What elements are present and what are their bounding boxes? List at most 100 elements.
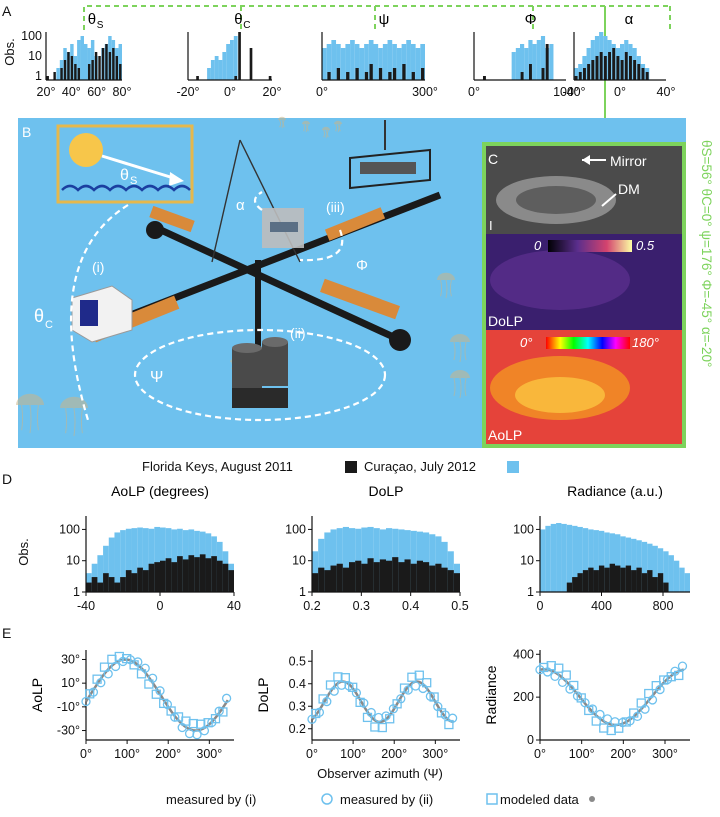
panel-d-chart-1: AoLP (degrees) 100 10 1-40 0 40	[59, 483, 241, 613]
panel-d-bar-florida	[379, 559, 386, 592]
panel-d-bar-curacao	[545, 525, 551, 592]
panel-d-xtick: 0.3	[353, 599, 370, 613]
panel-d-bar-curacao	[577, 526, 583, 592]
panel-a-bar-curacao	[373, 44, 379, 80]
panel-d-bar-florida	[398, 562, 405, 592]
panel-e-point-square	[429, 692, 439, 702]
legend-e-square: measured by (ii)	[340, 792, 433, 807]
panel-d-bar-curacao	[103, 545, 109, 592]
panel-e-point-circle	[155, 686, 165, 696]
panel-e-point-square	[414, 670, 424, 680]
sun-icon	[69, 133, 103, 167]
panel-d-bar-florida	[367, 558, 374, 592]
panel-e-point-circle	[366, 707, 376, 718]
panel-d-bar-curacao	[324, 532, 331, 592]
panel-a-bar-curacao	[364, 44, 369, 80]
panel-a-bar-curacao	[233, 36, 238, 80]
panel-e-xtick: 200°	[155, 747, 181, 761]
panel-e-point-circle	[133, 657, 143, 667]
mirror-label: Mirror	[610, 153, 647, 169]
jellyfish-tentacles	[453, 377, 467, 399]
device-iii-platform	[349, 120, 431, 190]
panel-d-ytick: 1	[527, 585, 534, 599]
panel-d-bar-florida	[373, 562, 380, 592]
panel-a-bar-curacao	[80, 36, 84, 80]
jellyfish-icon	[60, 396, 88, 408]
jellyfish-tentacles	[279, 119, 285, 129]
panel-e-point-circle	[322, 696, 332, 707]
panel-d-bar-curacao	[342, 526, 349, 592]
panel-e-point-square	[122, 653, 132, 664]
panel-d-bar-florida	[620, 567, 626, 592]
panel-e-point-circle	[147, 673, 158, 683]
panel-e-point-square	[159, 698, 169, 709]
panel-d-bar-florida	[86, 582, 92, 592]
panel-a-bar-florida	[364, 72, 369, 80]
panel-d-bar-curacao	[679, 567, 685, 592]
panel-d-bar-florida	[625, 565, 632, 592]
panel-e-point-square	[311, 708, 321, 719]
panel-a-bar-florida	[633, 60, 637, 80]
panel-a-bar-curacao	[549, 44, 554, 80]
panel-a-bar-florida	[641, 68, 645, 80]
panel-a-bar-florida	[98, 56, 101, 80]
panel-a-bar-florida	[196, 76, 199, 80]
label-i: (i)	[92, 259, 104, 275]
panel-d-bar-florida	[647, 570, 653, 592]
jellyfish-tentacles	[440, 279, 452, 299]
panel-a-bar-florida	[624, 52, 628, 80]
panel-e-point-circle	[140, 663, 150, 673]
panel-a-bar-curacao	[511, 52, 516, 80]
panel-a-bar-florida	[545, 44, 549, 80]
jellyfish-icon	[278, 116, 286, 120]
panel-d-bar-florida	[188, 555, 195, 592]
panel-d-bar-curacao	[349, 528, 356, 592]
panel-a-ytick-10: 10	[28, 49, 42, 63]
panel-a-bar-florida	[637, 64, 641, 80]
panel-d-bar-curacao	[410, 530, 417, 592]
panel-d-bar-curacao	[154, 526, 160, 592]
panel-d-bar-curacao	[441, 541, 448, 592]
panel-d-bar-florida	[199, 554, 206, 592]
panel-e-chart-1: 30° 10° -10° -30°0° 100° 200° 300° AoLP	[29, 650, 234, 761]
panel-a-bar-curacao	[396, 48, 402, 80]
panel-d-bar-florida	[342, 567, 349, 592]
panel-label-d: D	[2, 471, 12, 487]
panel-e-point-square	[355, 697, 365, 707]
panel-d-ytick: 1	[73, 585, 80, 599]
panel-d-bar-curacao	[142, 528, 149, 592]
panel-a-bar-curacao	[382, 44, 388, 80]
panel-a-bar-florida	[392, 68, 397, 80]
panel-a-bar-curacao	[359, 48, 365, 80]
panel-a-bar-florida	[541, 68, 545, 80]
panel-d-bar-curacao	[657, 548, 664, 592]
panel-d-xtick: 0.2	[303, 599, 320, 613]
panel-c	[482, 142, 686, 448]
panel-e-ytick: 30°	[61, 652, 80, 666]
panel-a-xtick: 0°	[614, 85, 626, 99]
panel-a-bar-curacao	[84, 44, 88, 80]
panel-a-bar-florida	[528, 64, 532, 80]
panel-d-bar-curacao	[566, 524, 573, 592]
panel-a-xtick: 0°	[224, 85, 236, 99]
panel-a-bar-curacao	[401, 44, 407, 80]
phi-symbol: Φ	[356, 257, 368, 274]
panel-e-point-circle	[640, 704, 650, 714]
panel-a-bar-florida	[77, 68, 81, 80]
panel-e-ytick: 0.2	[289, 722, 306, 736]
panel-d-ytick: 10	[292, 554, 306, 568]
legend-curacao: Curaçao, July 2012	[364, 459, 476, 474]
jellyfish-tentacles	[303, 123, 309, 133]
dm-label: DM	[618, 181, 640, 197]
panel-a-bar-florida	[94, 52, 98, 80]
panel-d-ytick: 100	[59, 522, 80, 536]
panel-d-bar-curacao	[550, 523, 557, 592]
panel-a-ytick-1: 1	[35, 69, 42, 83]
panel-d-bar-florida	[349, 562, 356, 592]
panel-a-bar-florida	[595, 56, 599, 80]
panel-a-bar-curacao	[345, 44, 351, 80]
panel-e-chart-2: 0.5 0.4 0.3 0.20° 100° 200° 300° DoLP	[255, 650, 460, 761]
panel-d-bar-curacao	[373, 528, 380, 592]
panel-a-bar-curacao	[214, 56, 219, 80]
